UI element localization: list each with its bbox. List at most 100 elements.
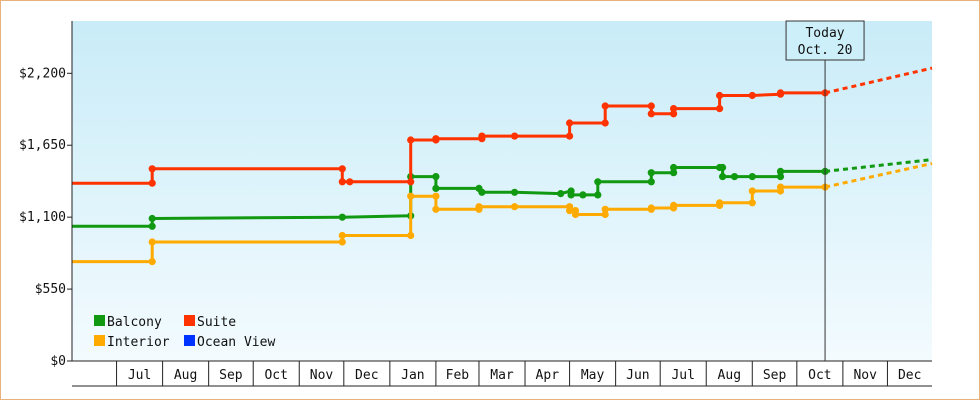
data-point-balcony — [148, 222, 156, 230]
month-label: Dec — [898, 368, 921, 383]
data-point-balcony — [647, 178, 655, 186]
data-point-suite — [566, 132, 574, 140]
data-point-interior — [601, 205, 609, 213]
series-balcony — [72, 158, 933, 230]
data-point-interior — [566, 207, 574, 215]
legend-label-balcony: Balcony — [107, 315, 162, 330]
data-point-suite — [338, 178, 346, 186]
data-point-balcony — [594, 191, 602, 199]
data-point-interior — [148, 238, 156, 246]
data-point-suite — [716, 105, 724, 113]
series-suite — [72, 66, 933, 187]
today-label-line1: Today — [805, 26, 844, 41]
data-point-suite — [432, 135, 440, 143]
data-point-balcony — [670, 169, 678, 177]
today-marker: Today Oct. 20 — [785, 20, 865, 361]
data-point-balcony — [594, 178, 602, 186]
month-label: Sep — [219, 368, 243, 383]
month-label: Apr — [536, 368, 560, 383]
data-point-suite — [478, 132, 486, 140]
data-point-balcony — [719, 173, 727, 181]
legend-swatch-interior — [94, 335, 105, 346]
data-point-interior — [510, 203, 519, 211]
legend: Balcony Suite Interior Ocean View — [94, 315, 275, 350]
data-point-interior — [748, 199, 756, 207]
month-label: Oct — [808, 368, 831, 383]
data-point-suite — [407, 136, 415, 144]
series-interior — [72, 162, 933, 266]
data-point-suite — [148, 179, 156, 187]
y-tick-label: $1,650 — [19, 138, 66, 153]
forecast-line-interior — [824, 162, 933, 189]
data-point-interior — [407, 192, 415, 200]
data-point-suite — [566, 119, 574, 127]
data-point-interior — [647, 204, 655, 212]
data-point-suite — [601, 102, 609, 110]
y-tick-label: $1,100 — [19, 210, 66, 225]
data-point-interior — [338, 238, 346, 246]
data-point-suite — [776, 89, 785, 97]
data-point-suite — [647, 102, 655, 110]
data-point-suite — [346, 178, 354, 186]
data-point-interior — [475, 203, 483, 211]
legend-swatch-ocean-view — [184, 335, 195, 346]
data-point-balcony — [338, 213, 346, 221]
month-label: Feb — [446, 368, 470, 383]
data-point-interior — [571, 210, 580, 219]
data-point-balcony — [557, 190, 565, 198]
data-point-suite — [716, 91, 724, 100]
data-point-suite — [670, 110, 678, 118]
month-label: Jul — [128, 368, 151, 383]
month-label: Jun — [626, 368, 649, 383]
data-point-interior — [432, 205, 440, 213]
month-label: Jan — [401, 368, 424, 383]
data-point-interior — [670, 201, 678, 209]
month-label: Sep — [763, 368, 787, 383]
month-label: Nov — [853, 368, 877, 383]
data-point-balcony — [670, 163, 678, 172]
data-point-suite — [407, 178, 415, 186]
today-label-line2: Oct. 20 — [798, 43, 853, 58]
data-point-balcony — [478, 188, 486, 196]
data-point-interior — [601, 210, 609, 219]
data-point-balcony — [748, 173, 756, 181]
month-label: Jul — [671, 368, 694, 383]
data-point-suite — [670, 105, 678, 113]
data-point-suite — [748, 91, 756, 100]
data-point-suite — [510, 132, 519, 140]
today-box — [785, 20, 865, 61]
data-point-balcony — [776, 167, 785, 175]
y-tick-label: $2,200 — [19, 66, 66, 81]
month-label: Mar — [490, 368, 514, 383]
data-point-balcony — [432, 184, 440, 192]
data-point-balcony — [510, 188, 519, 196]
month-label: Aug — [718, 368, 741, 383]
data-point-interior — [432, 192, 440, 200]
data-point-interior — [407, 231, 415, 240]
legend-swatch-suite — [184, 315, 195, 326]
legend-label-suite: Suite — [197, 315, 236, 330]
data-point-balcony — [432, 173, 440, 181]
y-tick-label: $0 — [50, 354, 66, 369]
data-point-balcony — [719, 163, 727, 172]
month-label: Aug — [174, 368, 197, 383]
legend-swatch-balcony — [94, 315, 105, 326]
data-point-balcony — [776, 173, 785, 181]
data-point-balcony — [730, 173, 739, 181]
month-label: May — [581, 368, 605, 383]
series-layer — [72, 66, 933, 266]
forecast-line-suite — [824, 66, 933, 95]
data-point-interior — [776, 183, 785, 191]
data-point-interior — [716, 199, 724, 207]
data-point-interior — [338, 231, 346, 240]
axes-layer: $0 $550 $1,100 $1,650 $2,200 Jul Aug Sep Oct Nov D… — [19, 21, 932, 387]
data-point-suite — [148, 165, 156, 173]
month-label: Dec — [355, 368, 378, 383]
data-point-balcony — [647, 169, 655, 177]
month-label: Oct — [264, 368, 287, 383]
month-label: Nov — [310, 368, 334, 383]
legend-label-ocean-view: Ocean View — [197, 335, 275, 350]
data-point-interior — [148, 258, 156, 266]
